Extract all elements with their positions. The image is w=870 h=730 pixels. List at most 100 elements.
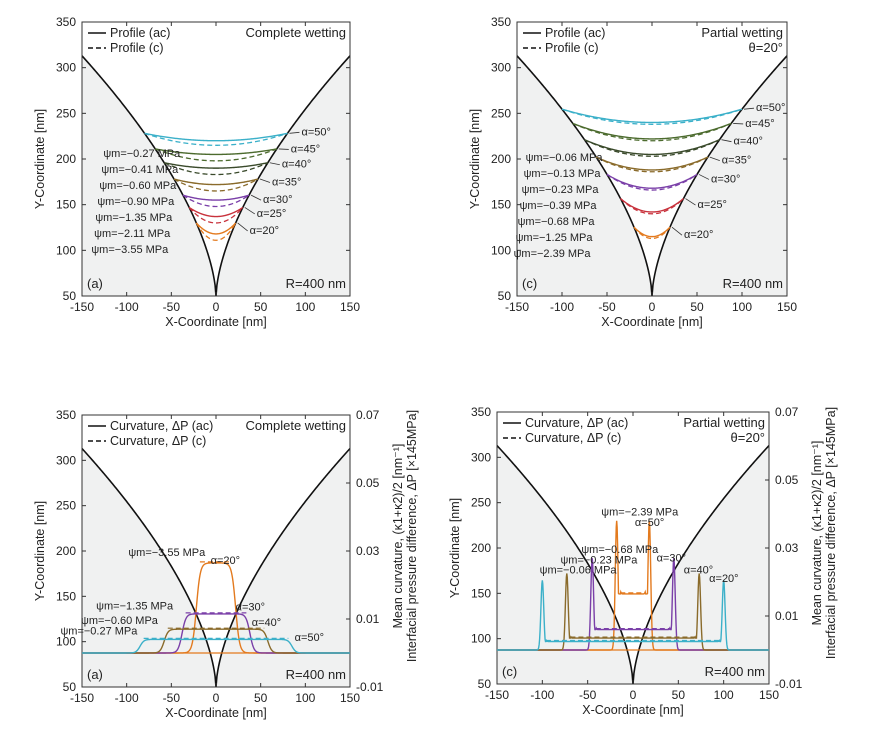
panel-bottom-left: -150 -100 -50 0 50 100 150 50 100 150 200 250 300 350… bbox=[33, 408, 419, 720]
x-tick-label: -150 bbox=[485, 688, 509, 702]
y-axis-label: Y-Coordinate [nm] bbox=[33, 109, 47, 209]
legend-label-ac: Curvature, ΔP (ac) bbox=[525, 416, 628, 430]
meniscus-ac-7 bbox=[195, 222, 237, 235]
psi-label-3: ψm=−0.60 MPa bbox=[81, 615, 159, 627]
meniscus-ac-6 bbox=[188, 206, 244, 218]
psi-label-3: ψm=−0.23 MPa bbox=[560, 554, 638, 566]
psi-label-7: ψm=−3.55 MPa bbox=[91, 244, 169, 256]
psi-label-3: ψm=−0.60 MPa bbox=[99, 180, 177, 192]
x-tick-label: 0 bbox=[630, 688, 637, 702]
pore-interior bbox=[497, 412, 769, 684]
x-tick-label: 150 bbox=[759, 688, 779, 702]
x-tick-label: -150 bbox=[505, 300, 529, 314]
psi-label-2: ψm=−0.41 MPa bbox=[101, 164, 179, 176]
psi-label-4: ψm=−0.06 MPa bbox=[540, 565, 618, 577]
y-tick-label: 100 bbox=[471, 632, 491, 646]
meniscus-c-6 bbox=[188, 207, 244, 224]
y2-tick-label: -0.01 bbox=[356, 680, 384, 694]
meniscus-c-1 bbox=[561, 108, 743, 125]
panel-subtitle: θ=20° bbox=[749, 40, 783, 55]
radius-label: R=400 nm bbox=[286, 667, 346, 682]
pore-wall-left bbox=[496, 445, 634, 685]
y2-axis-label-curvature: Mean curvature, (κ1+κ2)/2 [nm⁻¹] bbox=[810, 441, 824, 626]
alpha-leader bbox=[278, 148, 289, 150]
y-tick-label: 150 bbox=[56, 589, 76, 603]
legend-label-c: Profile (c) bbox=[110, 41, 163, 55]
y-tick-label: 50 bbox=[63, 680, 77, 694]
alpha-label-4: α=20° bbox=[709, 573, 738, 585]
panel-title: Complete wetting bbox=[246, 418, 346, 433]
psi-label-3: ψm=−0.23 MPa bbox=[522, 184, 600, 196]
alpha-label-7: α=20° bbox=[684, 229, 713, 241]
psi-label-2: ψm=−0.13 MPa bbox=[524, 168, 602, 180]
x-axis-label: X-Coordinate [nm] bbox=[165, 706, 266, 720]
alpha-leader bbox=[721, 139, 732, 143]
y-tick-label: 150 bbox=[471, 586, 491, 600]
alpha-leader bbox=[250, 194, 262, 201]
y-tick-label: 150 bbox=[491, 198, 511, 212]
meniscus-ac-4 bbox=[173, 178, 259, 186]
alpha-label-4: α=50° bbox=[295, 632, 324, 644]
alpha-leader bbox=[289, 131, 300, 134]
curvature-ac-3 bbox=[497, 573, 769, 651]
meniscus-ac-2 bbox=[155, 148, 277, 156]
panel-top-left: -150 -100 -50 0 50 100 150 50 100 150 200 250 300 350… bbox=[33, 15, 360, 329]
panel-letter: (a) bbox=[87, 667, 103, 682]
alpha-label-4: α=35° bbox=[722, 155, 751, 167]
psi-label-7: ψm=−2.39 MPa bbox=[514, 248, 592, 260]
panel-letter: (c) bbox=[502, 664, 517, 679]
psi-label-5: ψm=−0.68 MPa bbox=[518, 216, 596, 228]
pore-interior bbox=[82, 22, 350, 296]
x-tick-label: -50 bbox=[163, 300, 181, 314]
alpha-label-2: α=30° bbox=[657, 553, 686, 565]
y-tick-label: 200 bbox=[471, 541, 491, 555]
y-tick-label: 300 bbox=[56, 453, 76, 467]
y-tick-label: 200 bbox=[56, 544, 76, 558]
psi-label-4: ψm=−0.27 MPa bbox=[60, 625, 138, 637]
alpha-label-1: α=50° bbox=[635, 517, 664, 529]
psi-label-4: ψm=−0.90 MPa bbox=[97, 196, 175, 208]
pore-wall-right bbox=[651, 55, 788, 297]
x-tick-label: -100 bbox=[115, 691, 139, 705]
radius-label: R=400 nm bbox=[723, 276, 783, 291]
alpha-leader bbox=[237, 222, 248, 232]
x-tick-label: -100 bbox=[115, 300, 139, 314]
alpha-leader bbox=[269, 162, 280, 166]
panel-subtitle: θ=20° bbox=[731, 430, 765, 445]
x-tick-label: 100 bbox=[295, 300, 315, 314]
x-tick-label: -50 bbox=[163, 691, 181, 705]
y-tick-label: 250 bbox=[471, 496, 491, 510]
alpha-label-1: α=50° bbox=[301, 126, 330, 138]
meniscus-c-4 bbox=[173, 178, 259, 192]
pore-interior bbox=[82, 415, 350, 687]
pore-wall-right bbox=[215, 55, 351, 297]
y-tick-label: 350 bbox=[491, 15, 511, 29]
alpha-label-3: α=40° bbox=[282, 159, 311, 171]
y-tick-label: 100 bbox=[491, 243, 511, 257]
psi-label-4: ψm=−0.39 MPa bbox=[520, 200, 598, 212]
y-tick-label: 250 bbox=[56, 106, 76, 120]
y2-tick-label: 0.07 bbox=[356, 408, 380, 422]
x-axis-label: X-Coordinate [nm] bbox=[165, 315, 266, 329]
alpha-label-2: α=30° bbox=[236, 602, 265, 614]
meniscus-ac-1 bbox=[144, 132, 288, 142]
psi-label-6: ψm=−1.25 MPa bbox=[516, 232, 594, 244]
curvature-ac-4 bbox=[497, 580, 769, 651]
y-tick-label: 250 bbox=[491, 106, 511, 120]
meniscus-ac-5 bbox=[606, 173, 698, 189]
x-axis-label: X-Coordinate [nm] bbox=[582, 703, 683, 717]
panel-top-right: -150 -100 -50 0 50 100 150 50 100 150 200 250 300 350… bbox=[468, 15, 797, 329]
x-tick-label: -100 bbox=[530, 688, 554, 702]
y-tick-label: 200 bbox=[56, 152, 76, 166]
x-tick-label: 0 bbox=[649, 300, 656, 314]
pore-wall-left bbox=[81, 55, 217, 297]
alpha-label-6: α=25° bbox=[698, 199, 727, 211]
alpha-leader bbox=[743, 107, 755, 110]
pore-wall-left bbox=[81, 448, 217, 688]
y2-tick-label: 0.03 bbox=[356, 544, 380, 558]
alpha-leader bbox=[709, 156, 720, 161]
alpha-label-3: α=40° bbox=[734, 136, 763, 148]
panel-title: Partial wetting bbox=[701, 25, 783, 40]
y2-tick-label: 0.07 bbox=[775, 405, 799, 419]
